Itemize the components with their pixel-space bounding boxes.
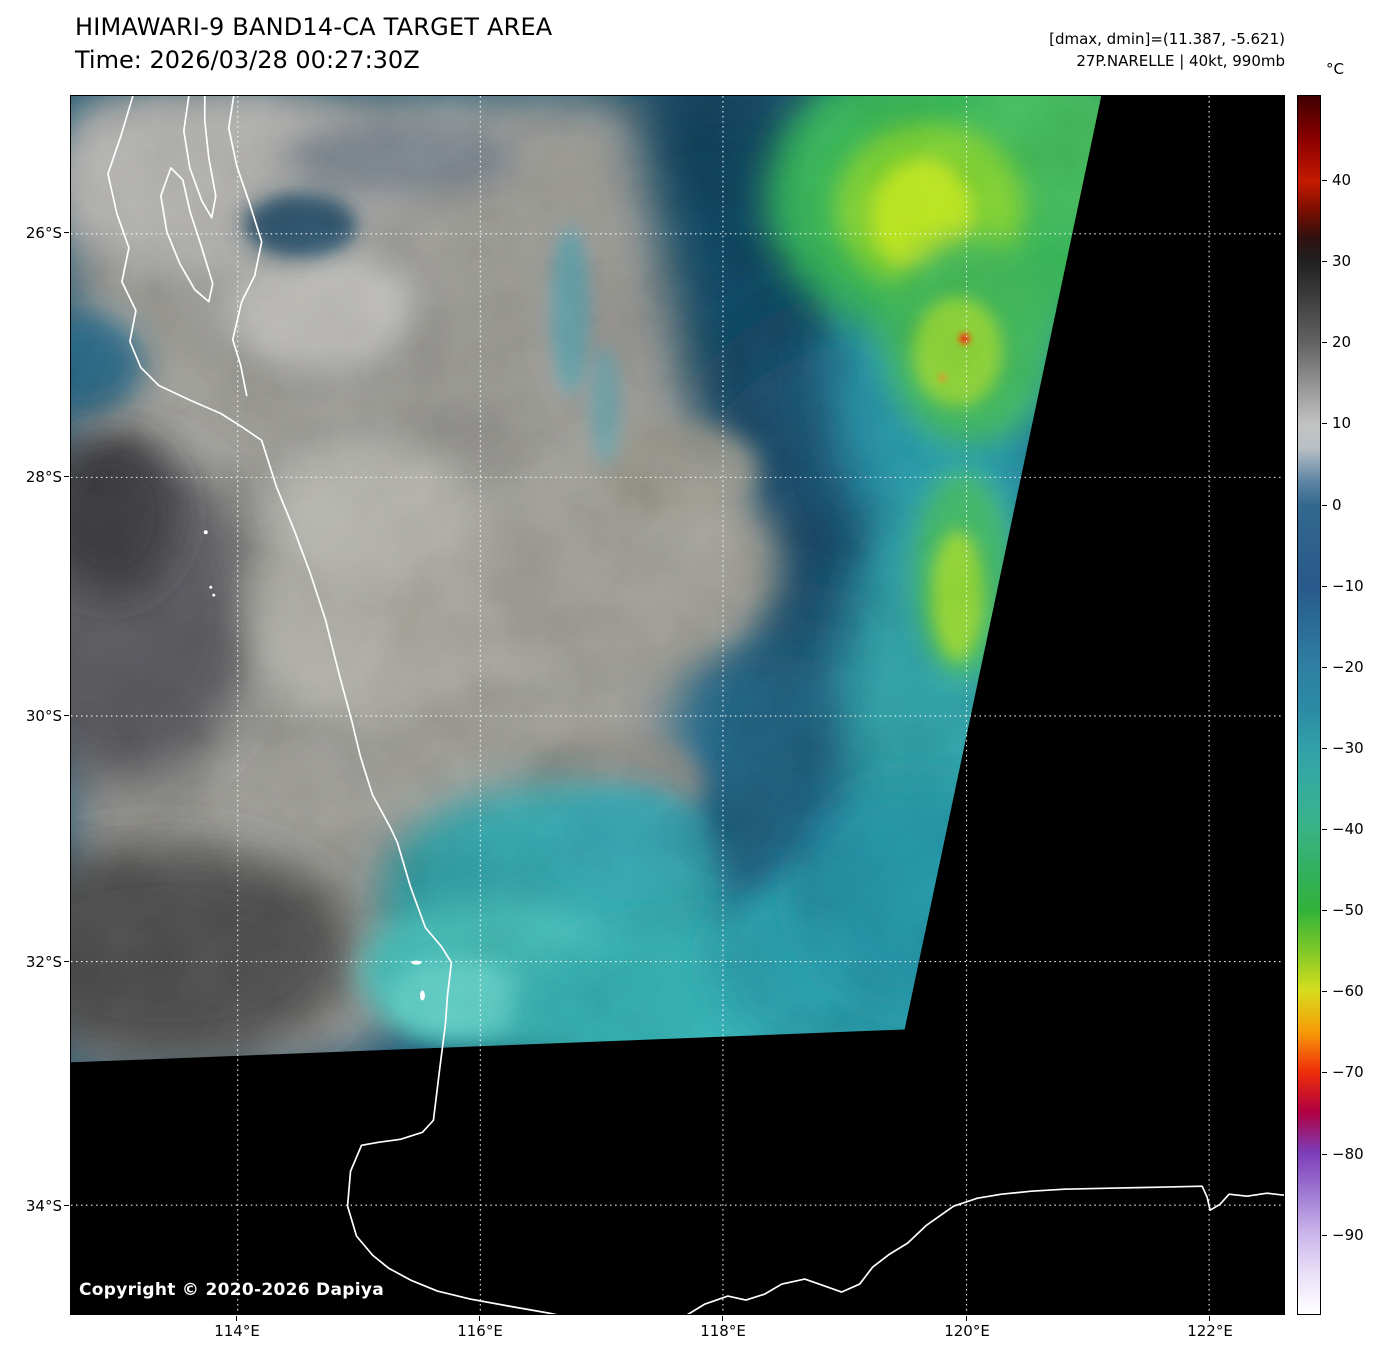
storm-info-label: 27P.NARELLE | 40kt, 990mb [1076,52,1285,70]
axis-tick-y [64,1205,69,1206]
axis-tick-y [64,232,69,233]
colorbar [1297,95,1321,1315]
axis-tick-x [722,1316,723,1321]
colorbar-tick [1322,261,1327,262]
colorbar-tick-label-m50: −50 [1332,901,1364,919]
coastline-peron-peninsula [182,96,217,219]
colorbar-tick-label-30: 30 [1332,252,1352,270]
colorbar-tick-label-m30: −30 [1332,739,1364,757]
colorbar-tick [1322,586,1327,587]
lat-label-28s: 28°S [25,468,62,486]
colorbar-tick-label-40: 40 [1332,171,1352,189]
time-label: Time: 2026/03/28 00:27:30Z [75,46,420,74]
satellite-map: Copyright © 2020-2026 Dapiya [70,95,1285,1315]
colorbar-tick [1322,1235,1327,1236]
axis-tick-y [64,715,69,716]
colorbar-tick [1322,991,1327,992]
colorbar-tick [1322,180,1327,181]
grid-lines [71,96,1284,1314]
lon-label-116e: 116°E [457,1322,503,1340]
colorbar-tick-label-m10: −10 [1332,577,1364,595]
axis-tick-x [966,1316,967,1321]
colorbar-tick [1322,748,1327,749]
coastline [107,96,1284,1314]
axis-tick-y [64,476,69,477]
coastline-west [107,96,558,1314]
lat-label-26s: 26°S [25,224,62,242]
colorbar-tick [1322,829,1327,830]
colorbar-tick [1322,667,1327,668]
colorbar-tick [1322,910,1327,911]
colorbar-tick-label-0: 0 [1332,496,1342,514]
axis-tick-x [1209,1316,1210,1321]
colorbar-unit-label: °C [1326,60,1344,78]
lat-label-32s: 32°S [25,953,62,971]
colorbar-tick-label-m70: −70 [1332,1063,1364,1081]
coastline-shark-bay-east [227,96,263,397]
coastline-dirk-hartog-island [160,167,214,303]
colorbar-tick [1322,505,1327,506]
lon-label-118e: 118°E [700,1322,746,1340]
colorbar-tick [1322,1154,1327,1155]
copyright-text: Copyright © 2020-2026 Dapiya [79,1280,384,1300]
colorbar-tick-label-m90: −90 [1332,1226,1364,1244]
colorbar-tick-label-m20: −20 [1332,658,1364,676]
page-title: HIMAWARI-9 BAND14-CA TARGET AREA [75,13,553,41]
dmax-dmin-readout: [dmax, dmin]=(11.387, -5.621) [1049,30,1285,48]
axis-tick-x [479,1316,480,1321]
satellite-imagery [71,96,1284,1314]
colorbar-tick [1322,342,1327,343]
scan-area-imagery [71,96,1102,1063]
coastline-south [686,1185,1284,1314]
axis-tick-x [236,1316,237,1321]
axis-tick-y [64,961,69,962]
colorbar-tick-label-20: 20 [1332,333,1352,351]
lat-label-30s: 30°S [25,707,62,725]
colorbar-tick-label-m40: −40 [1332,820,1364,838]
offshore-islands [203,530,425,1001]
colorbar-tick-label-m60: −60 [1332,982,1364,1000]
colorbar-tick-label-10: 10 [1332,414,1352,432]
lon-label-114e: 114°E [214,1322,260,1340]
lat-label-34s: 34°S [25,1197,62,1215]
colorbar-tick [1322,1072,1327,1073]
lon-label-120e: 120°E [944,1322,990,1340]
lon-label-122e: 122°E [1187,1322,1233,1340]
colorbar-tick [1322,423,1327,424]
colorbar-tick-label-m80: −80 [1332,1145,1364,1163]
